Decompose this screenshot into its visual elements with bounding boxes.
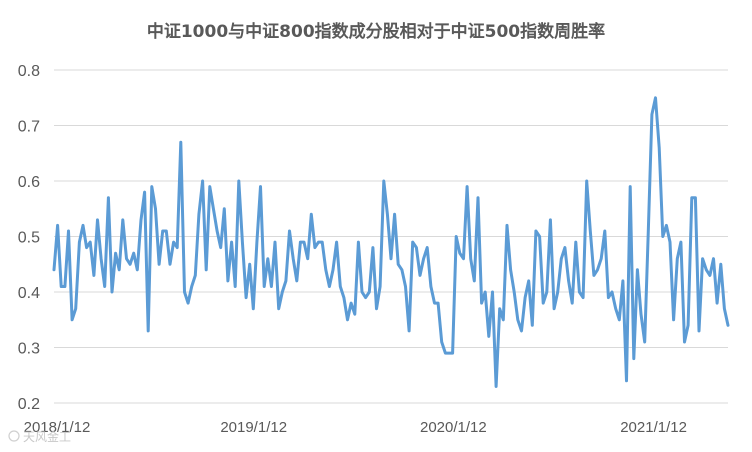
- x-tick-label: 2019/1/12: [220, 419, 287, 436]
- x-tick-label: 2020/1/12: [420, 419, 487, 436]
- watermark: 天风金工: [8, 429, 71, 444]
- y-tick-label: 0.8: [18, 63, 40, 80]
- watermark-text: 天风金工: [23, 429, 71, 444]
- watermark-logo-icon: [8, 430, 20, 442]
- series-line: [52, 96, 730, 388]
- y-tick-label: 0.4: [18, 285, 40, 302]
- y-tick-label: 0.5: [18, 230, 40, 247]
- x-tick-label: 2018/1/12: [24, 419, 91, 436]
- y-tick-label: 0.2: [18, 396, 40, 413]
- y-tick-label: 0.7: [18, 119, 40, 136]
- x-tick-label: 2021/1/12: [620, 419, 687, 436]
- y-tick-label: 0.3: [18, 341, 40, 358]
- chart-title: 中证1000与中证800指数成分股相对于中证500指数周胜率: [147, 21, 605, 42]
- y-axis-ticks: 0.2 0.3 0.4 0.5 0.6 0.7 0.8: [18, 63, 40, 413]
- y-tick-label: 0.6: [18, 174, 40, 191]
- x-axis-ticks: 2018/1/12 2019/1/12 2020/1/12 2021/1/12: [24, 419, 687, 436]
